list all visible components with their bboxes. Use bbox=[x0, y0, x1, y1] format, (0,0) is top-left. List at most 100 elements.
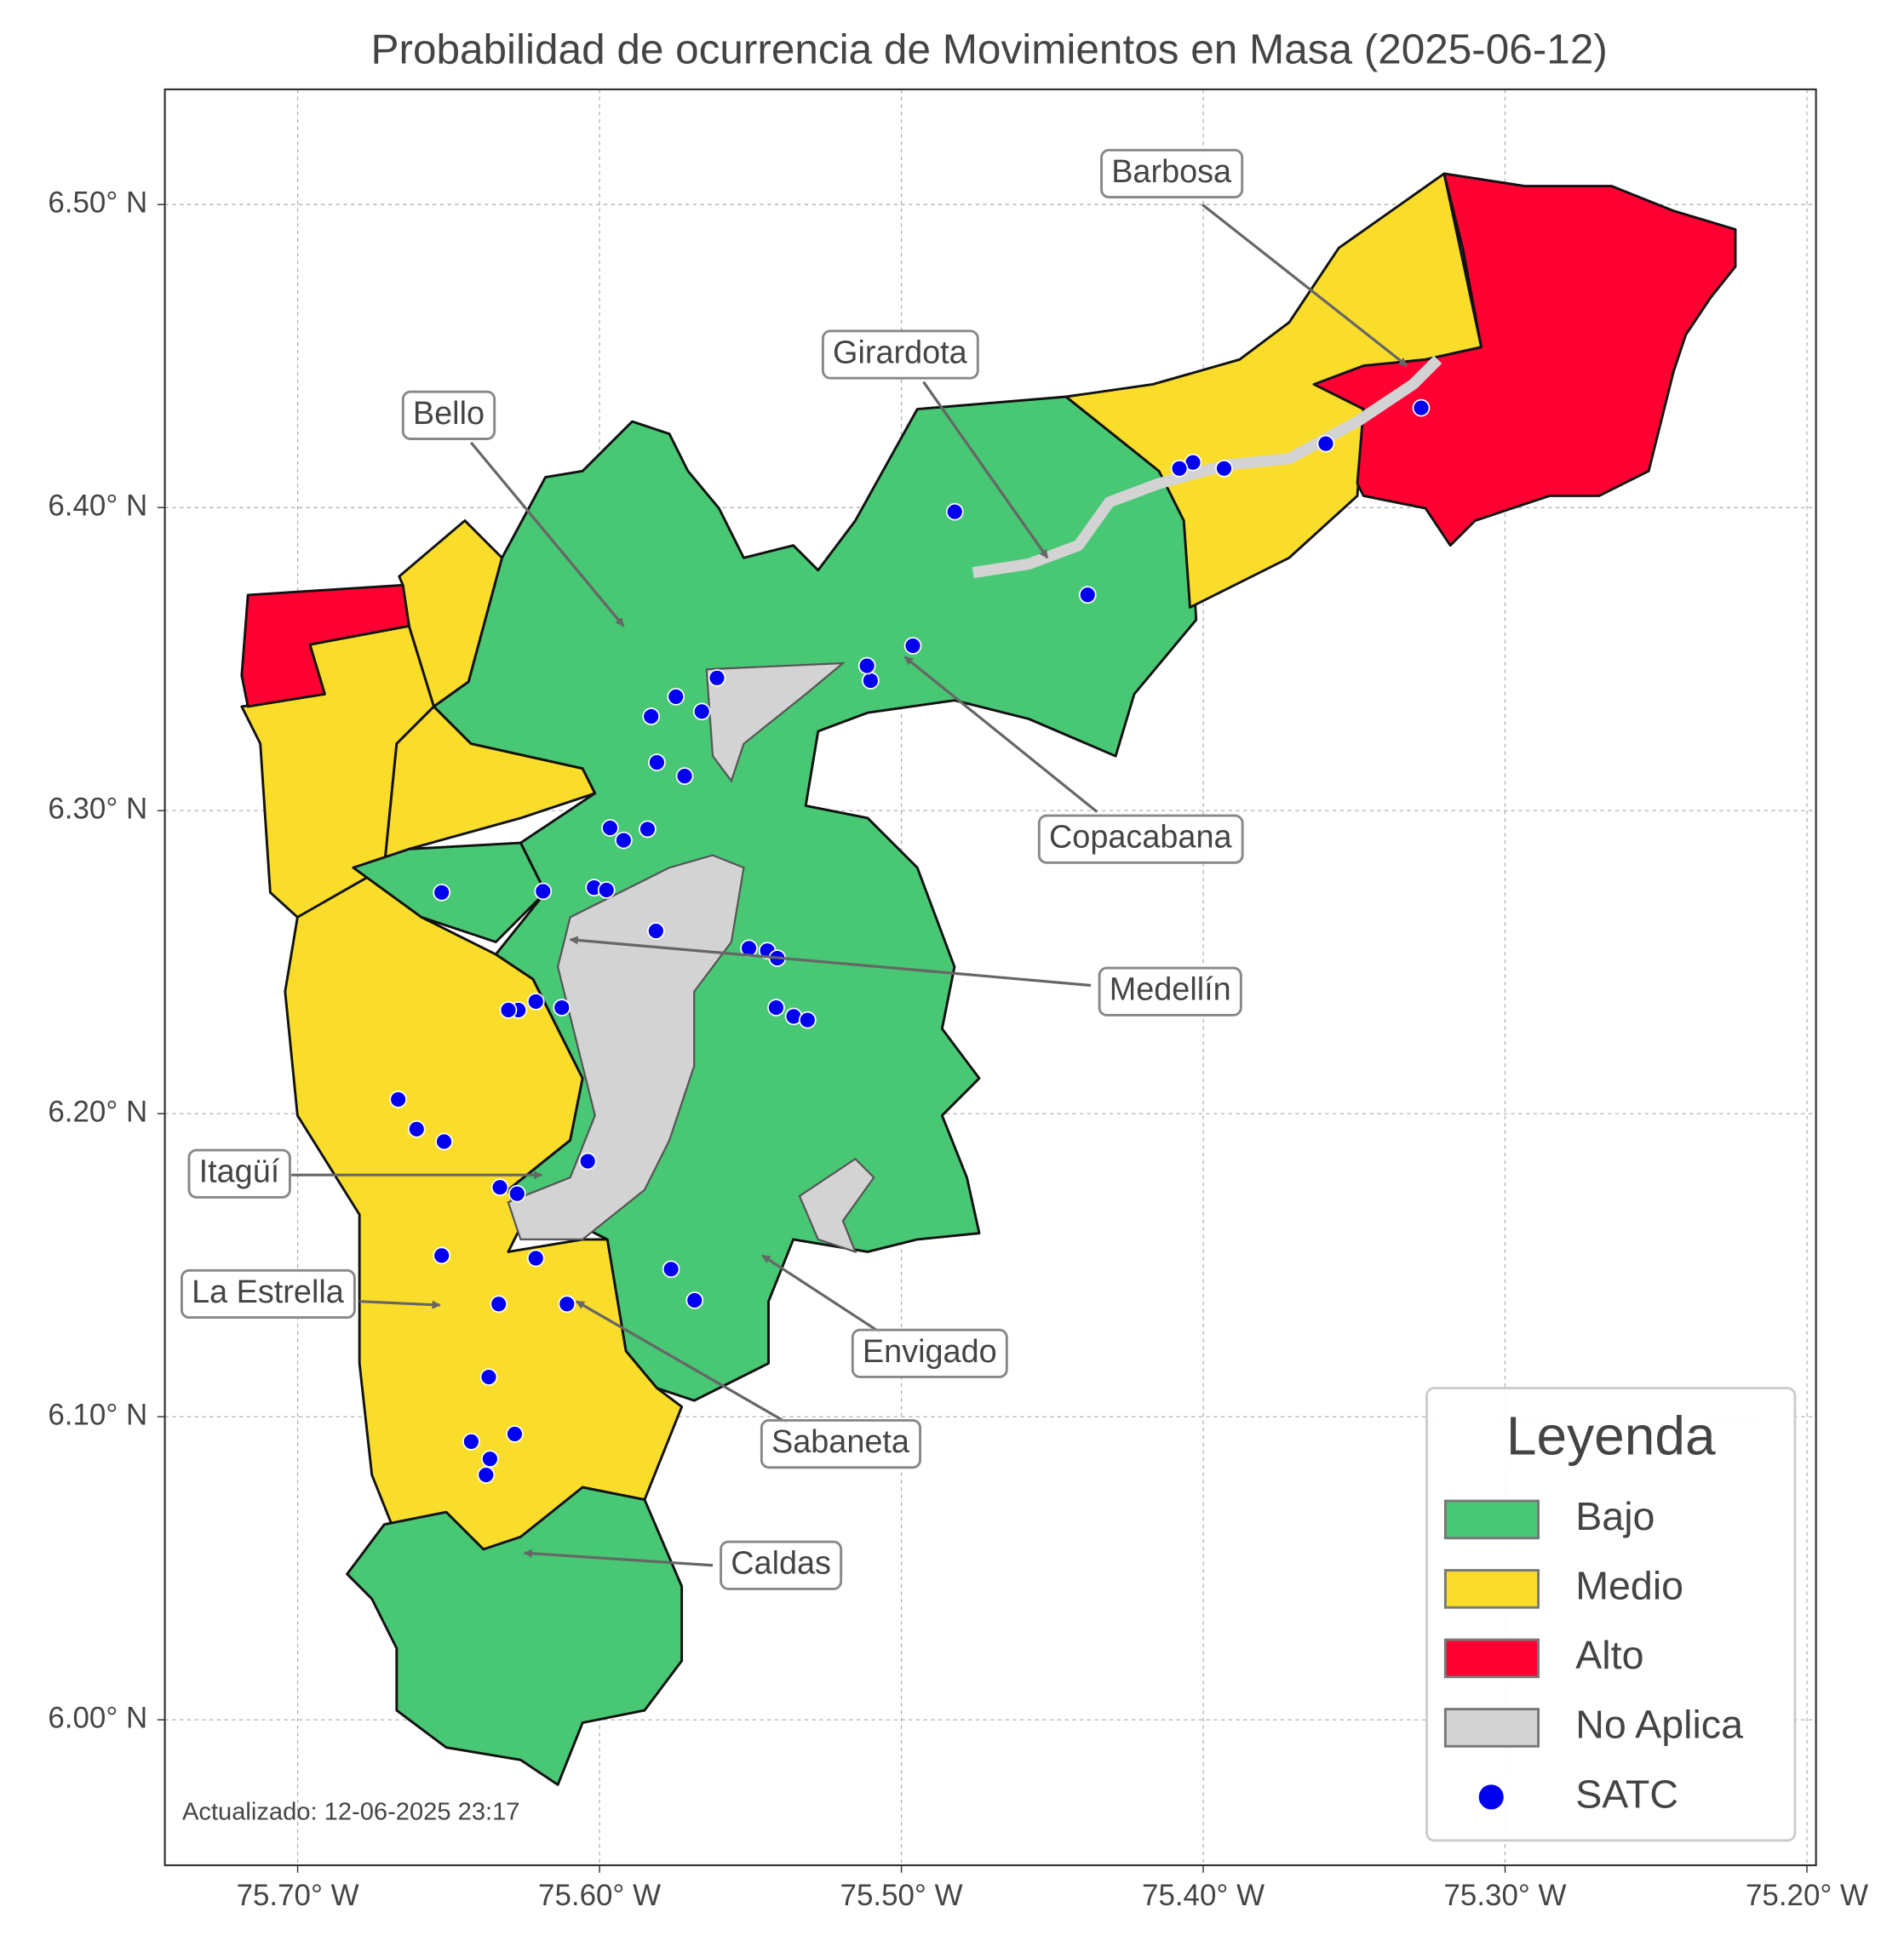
satc-point bbox=[1078, 586, 1097, 604]
annotation-label: Copacabana bbox=[1049, 820, 1232, 856]
y-tick-label: 6.10° N bbox=[48, 1398, 147, 1431]
annotation-box bbox=[401, 390, 496, 440]
satc-point bbox=[667, 688, 685, 706]
legend-swatch bbox=[1443, 1569, 1540, 1609]
satc-point bbox=[1316, 434, 1335, 453]
satc-point bbox=[639, 820, 657, 839]
satc-point bbox=[692, 702, 711, 721]
satc-point bbox=[945, 502, 964, 521]
annotation-arrow bbox=[569, 936, 1092, 988]
x-tick-label: 75.60° W bbox=[538, 1879, 661, 1912]
satc-point bbox=[553, 999, 571, 1016]
satc-point bbox=[526, 993, 545, 1011]
annotation-box bbox=[821, 329, 979, 380]
y-tick-label: 6.50° N bbox=[48, 186, 147, 219]
satc-point bbox=[534, 882, 553, 901]
legend-label: No Aplica bbox=[1575, 1703, 1743, 1747]
legend-label: SATC bbox=[1575, 1772, 1678, 1816]
y-tick-label: 6.20° N bbox=[48, 1095, 147, 1128]
satc-point bbox=[862, 672, 880, 690]
satc-point bbox=[508, 1184, 526, 1203]
region-alto bbox=[1312, 172, 1737, 547]
x-tick-label: 75.40° W bbox=[1142, 1879, 1265, 1912]
annotation-label: Medellín bbox=[1110, 972, 1231, 1008]
annotation-arrow bbox=[576, 1300, 789, 1424]
annotation-box bbox=[180, 1268, 356, 1320]
river-corridor bbox=[972, 355, 1442, 579]
satc-point bbox=[615, 831, 633, 850]
annotation-box bbox=[1037, 814, 1244, 864]
satc-point bbox=[526, 1249, 545, 1268]
satc-point bbox=[558, 1295, 576, 1314]
annotation-arrow bbox=[761, 1254, 881, 1334]
x-tick-label: 75.50° W bbox=[840, 1879, 963, 1912]
satc-point bbox=[389, 1091, 407, 1108]
satc-point bbox=[601, 819, 619, 837]
annotation-label: Bello bbox=[413, 396, 485, 432]
legend-title: Leyenda bbox=[1506, 1406, 1716, 1467]
annotation-box bbox=[760, 1418, 922, 1469]
footnote: Actualizado: 12-06-2025 23:17 bbox=[182, 1799, 520, 1826]
annotations: Barbosa Girardota Bello Copacabana Medellín I… bbox=[180, 148, 1408, 1590]
satc-point bbox=[433, 1246, 451, 1265]
legend-swatch bbox=[1443, 1499, 1540, 1540]
x-tick-label: 75.20° W bbox=[1746, 1879, 1868, 1912]
annotation-label: Sabaneta bbox=[771, 1424, 910, 1460]
satc-point bbox=[481, 1450, 499, 1468]
satc-point bbox=[490, 1178, 509, 1197]
legend-label: Bajo bbox=[1575, 1494, 1655, 1538]
y-tick-label: 6.00° N bbox=[48, 1701, 147, 1734]
satc-point bbox=[642, 707, 661, 725]
satc-point bbox=[435, 1132, 453, 1151]
satc-point bbox=[798, 1011, 817, 1029]
annotation-arrow bbox=[922, 381, 1049, 559]
y-tick-label: 6.30° N bbox=[48, 792, 147, 825]
satc-point bbox=[903, 637, 922, 655]
satc-point bbox=[462, 1433, 480, 1451]
satc-point bbox=[647, 922, 665, 940]
satc-point bbox=[857, 656, 876, 675]
annotation-box bbox=[1098, 966, 1242, 1016]
legend: Leyenda Bajo Medio Alto No Aplica SATC bbox=[1425, 1387, 1797, 1842]
satc-point bbox=[407, 1120, 426, 1138]
satc-point bbox=[662, 1260, 680, 1279]
satc-point bbox=[767, 999, 785, 1016]
annotation-arrow bbox=[359, 1300, 441, 1309]
satc-point bbox=[597, 881, 616, 899]
annotation-box bbox=[851, 1328, 1008, 1378]
annotation-box bbox=[187, 1148, 291, 1199]
annotation-box bbox=[720, 1540, 843, 1590]
annotation-arrow bbox=[469, 441, 625, 627]
satc-point bbox=[708, 668, 726, 687]
map-frame bbox=[163, 88, 1817, 1867]
region-bajo bbox=[346, 1486, 684, 1786]
satc-point bbox=[685, 1291, 704, 1309]
satc-point bbox=[490, 1295, 508, 1314]
x-tick-label: 75.30° W bbox=[1444, 1879, 1567, 1912]
annotation-label: La Estrella bbox=[192, 1274, 345, 1310]
satc-point bbox=[499, 1001, 518, 1019]
satc-point bbox=[1215, 459, 1233, 478]
annotation-label: Itagüí bbox=[199, 1154, 280, 1190]
annotation-label: Barbosa bbox=[1111, 154, 1232, 190]
regions bbox=[240, 172, 1737, 1786]
x-tick-label: 75.70° W bbox=[237, 1879, 359, 1912]
satc-point bbox=[648, 753, 666, 771]
y-tick-label: 6.40° N bbox=[48, 489, 147, 522]
legend-swatch bbox=[1443, 1708, 1540, 1748]
legend-label: Medio bbox=[1575, 1564, 1683, 1608]
region-no-aplica bbox=[798, 1157, 875, 1254]
region-alto bbox=[240, 583, 410, 708]
annotation-box bbox=[1100, 148, 1244, 199]
satc-point bbox=[1412, 398, 1431, 417]
legend-swatch bbox=[1443, 1638, 1540, 1679]
region-no-aplica bbox=[705, 661, 846, 783]
annotation-arrow bbox=[903, 656, 1098, 813]
annotation-arrow bbox=[1201, 203, 1408, 367]
satc-point bbox=[433, 883, 451, 902]
annotation-arrow bbox=[523, 1549, 714, 1567]
satc-point bbox=[479, 1368, 498, 1386]
chart-title: Probabilidad de ocurrencia de Movimiento… bbox=[370, 26, 1607, 72]
satc-point bbox=[506, 1425, 524, 1443]
